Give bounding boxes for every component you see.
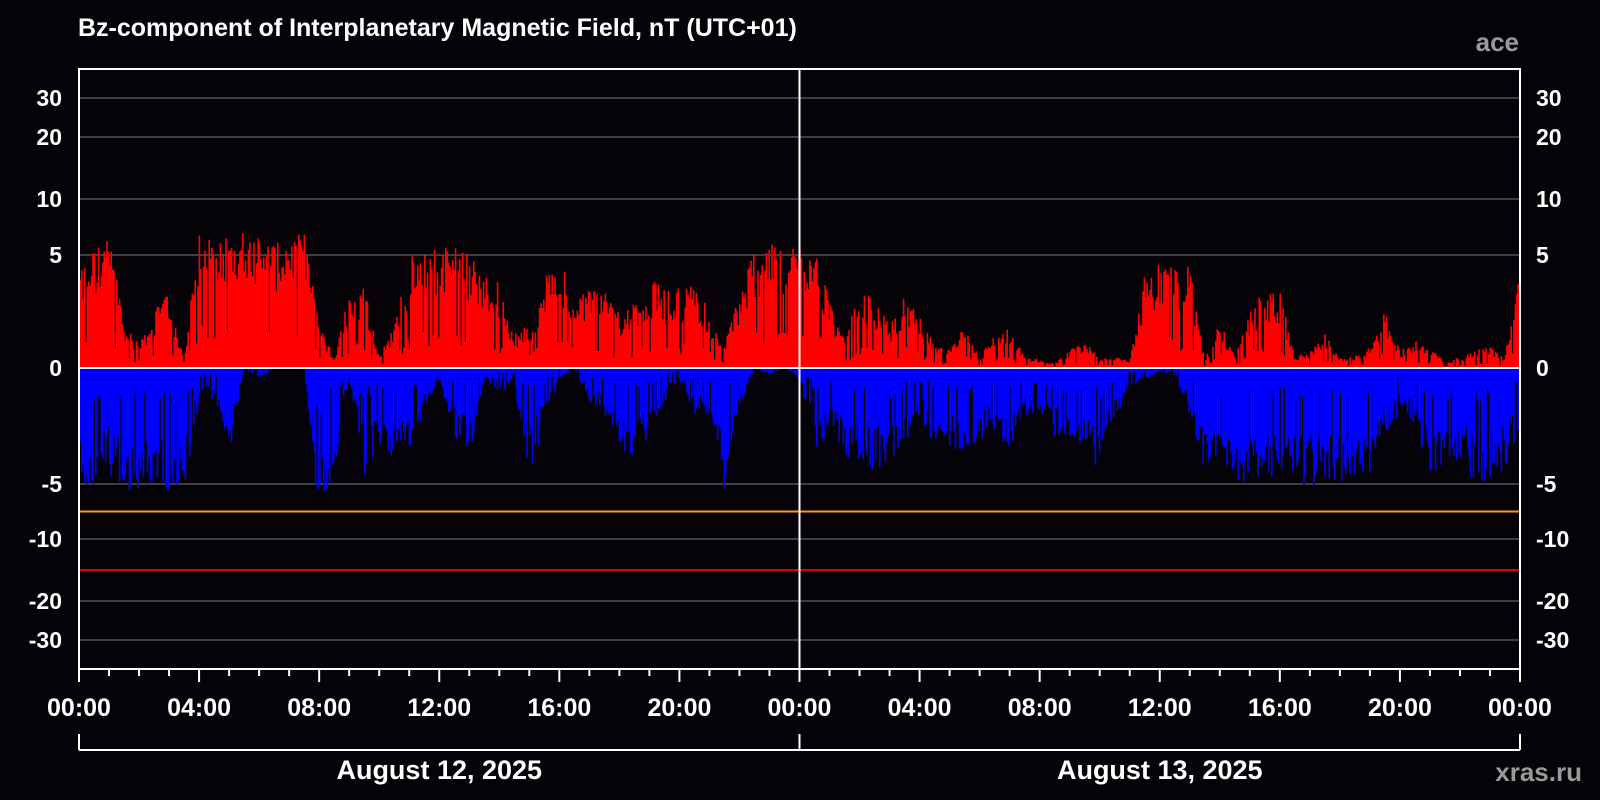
x-tick-label: 00:00: [768, 694, 832, 722]
date-label: August 13, 2025: [1057, 755, 1263, 785]
x-tick-label: 12:00: [407, 694, 471, 722]
x-tick-label: 00:00: [47, 694, 111, 722]
y-tick-label-left: 5: [49, 242, 62, 268]
y-tick-label-right: 0: [1536, 355, 1549, 381]
y-tick-label-right: 10: [1536, 186, 1562, 212]
chart-title: Bz-component of Interplanetary Magnetic …: [78, 14, 797, 42]
y-tick-label-left: 10: [36, 186, 62, 212]
y-tick-label-right: -5: [1536, 471, 1557, 497]
y-tick-label-right: -30: [1536, 627, 1569, 653]
y-tick-label-left: 20: [36, 124, 62, 150]
x-tick-label: 04:00: [167, 694, 231, 722]
x-tick-label: 08:00: [287, 694, 351, 722]
x-axis-ticks: 00:00 04:00 08:00 12:00 16:00 20:00 00:00 04:00…: [47, 669, 1552, 722]
x-tick-label: 08:00: [1008, 694, 1072, 722]
y-tick-label-left: -20: [29, 588, 62, 614]
x-tick-label: 16:00: [527, 694, 591, 722]
y-tick-label-right: 5: [1536, 242, 1549, 268]
y-tick-label-right: 30: [1536, 85, 1562, 111]
x-tick-label: 16:00: [1248, 694, 1312, 722]
x-tick-label: 12:00: [1128, 694, 1192, 722]
y-tick-labels: 30 30 20 20 10 10 5 5 0 0 -5 -5 -10 -10 -20 -20 -30 -30: [29, 85, 1570, 653]
x-tick-label: 00:00: [1488, 694, 1552, 722]
date-label: August 12, 2025: [336, 755, 542, 785]
y-tick-label-right: -10: [1536, 526, 1569, 552]
date-axis: August 12, 2025 August 13, 2025: [78, 734, 1521, 785]
y-tick-label-left: -10: [29, 526, 62, 552]
y-tick-label-left: -5: [42, 471, 63, 497]
y-tick-label-left: -30: [29, 627, 62, 653]
x-tick-label: 20:00: [1368, 694, 1432, 722]
y-tick-label-right: -20: [1536, 588, 1569, 614]
y-tick-label-right: 20: [1536, 124, 1562, 150]
x-tick-label: 04:00: [888, 694, 952, 722]
x-tick-label: 20:00: [647, 694, 711, 722]
watermark: xras.ru: [1495, 757, 1582, 787]
y-tick-label-left: 30: [36, 85, 62, 111]
y-tick-label-left: 0: [49, 355, 62, 381]
source-label: ace: [1476, 27, 1519, 57]
